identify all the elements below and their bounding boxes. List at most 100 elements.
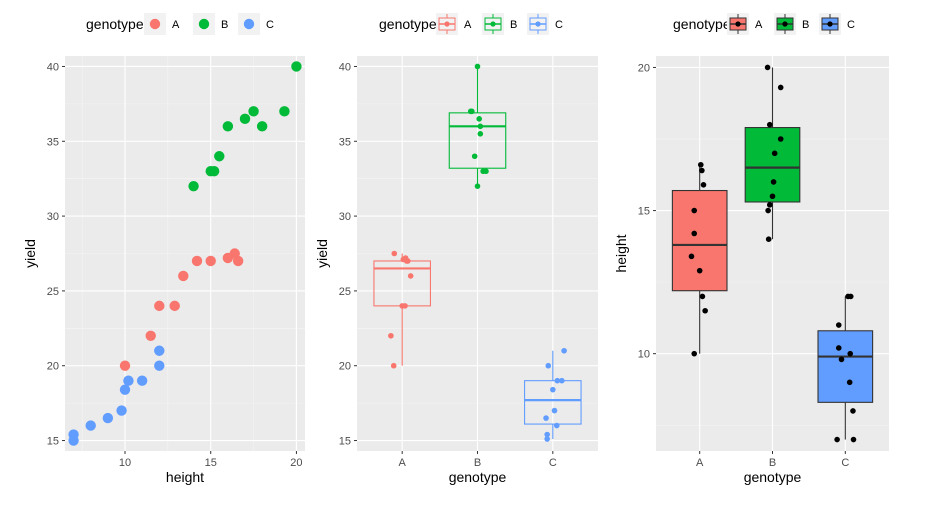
- legend-label-A: A: [755, 19, 763, 31]
- jitter-point-C: [551, 407, 558, 414]
- jitter-point-B: [474, 183, 481, 189]
- y-tick-label: 15: [339, 436, 351, 448]
- jitter-point-B: [766, 202, 773, 208]
- data-point-A: [154, 300, 165, 312]
- legend-point: [149, 18, 161, 30]
- jitter-point-A: [696, 267, 703, 274]
- y-tick-label: 35: [47, 136, 59, 148]
- legend-label-B: B: [510, 19, 517, 31]
- data-point-A: [119, 360, 131, 371]
- jitter-point-A: [688, 253, 695, 260]
- jitter-point-B: [476, 116, 482, 122]
- legend-title: genotype: [86, 16, 144, 32]
- box-A: [671, 164, 728, 354]
- data-point-A: [169, 300, 180, 312]
- jitter-point-B: [467, 108, 474, 115]
- jitter-point-B: [477, 123, 484, 130]
- y-tick-label: 35: [339, 136, 351, 148]
- jitter-point-C: [554, 377, 561, 384]
- y-axis-title: yield: [314, 239, 330, 268]
- x-tick-label: C: [549, 457, 557, 469]
- legend: genotype A B C: [379, 13, 563, 35]
- jitter-point-A: [390, 362, 397, 369]
- x-tick-label: 15: [205, 457, 217, 469]
- data-point-B: [222, 121, 234, 132]
- box-iqr: [524, 380, 582, 425]
- data-point-A: [191, 255, 203, 267]
- jitter-point-C: [553, 422, 560, 429]
- jitter-point-C: [544, 431, 550, 438]
- jitter-point-A: [700, 182, 707, 188]
- legend-title: genotype: [379, 16, 437, 32]
- jitter-point-C: [850, 408, 856, 414]
- data-point-B: [208, 166, 220, 177]
- legend-point: [490, 21, 496, 27]
- y-tick-label: 40: [339, 61, 351, 73]
- data-point-B: [188, 180, 199, 192]
- legend-point: [827, 21, 833, 27]
- data-point-A: [205, 255, 216, 267]
- data-point-C: [68, 429, 79, 440]
- data-point-A: [178, 270, 189, 282]
- x-tick-label: 20: [290, 457, 302, 469]
- y-tick-label: 25: [339, 286, 351, 298]
- jitter-point-B: [777, 136, 784, 142]
- y-tick-label: 30: [47, 211, 59, 223]
- jitter-point-C: [545, 362, 552, 369]
- jitter-point-B: [771, 150, 778, 157]
- jitter-point-A: [699, 167, 705, 174]
- box-B: [448, 66, 507, 187]
- legend-point: [198, 18, 210, 30]
- box-iqr: [671, 189, 728, 292]
- x-tick-label: A: [696, 457, 704, 469]
- data-point-A: [145, 330, 156, 341]
- x-axis-title: genotype: [744, 469, 802, 485]
- legend-key-A: [144, 13, 166, 35]
- jitter-point-A: [691, 207, 698, 214]
- jitter-point-C: [559, 377, 565, 384]
- jitter-point-C: [835, 322, 842, 328]
- legend-point: [444, 21, 450, 27]
- legend-key-C: [238, 13, 260, 35]
- jitter-point-B: [766, 121, 773, 128]
- x-tick-label: 10: [119, 457, 131, 469]
- data-point-B: [239, 113, 251, 125]
- jitter-point-A: [403, 258, 410, 264]
- data-point-C: [154, 360, 165, 371]
- jitter-point-C: [850, 436, 857, 443]
- data-point-C: [102, 412, 114, 424]
- jitter-point-B: [770, 179, 777, 185]
- x-axis-title: height: [166, 469, 204, 485]
- x-tick-label: B: [769, 457, 776, 469]
- jitter-point-A: [388, 332, 394, 339]
- y-tick-label: 20: [47, 361, 59, 373]
- jitter-point-C: [561, 347, 567, 354]
- legend-label-A: A: [172, 19, 180, 31]
- y-tick-label: 25: [47, 286, 59, 298]
- jitter-point-A: [407, 273, 414, 279]
- jitter-point-C: [838, 356, 845, 363]
- box-B: [744, 67, 801, 240]
- box-C: [817, 296, 874, 440]
- y-tick-label: 10: [638, 349, 650, 361]
- data-point-B: [214, 151, 225, 162]
- jitter-point-B: [777, 84, 784, 91]
- legend-point: [535, 21, 541, 27]
- jitter-point-B: [765, 236, 772, 242]
- jitter-point-A: [699, 293, 706, 300]
- data-point-C: [154, 345, 165, 356]
- data-point-C: [136, 375, 148, 386]
- x-tick-label: B: [474, 457, 481, 469]
- legend-label-B: B: [221, 19, 228, 31]
- legend-key-C: [819, 13, 841, 35]
- box-iqr: [817, 330, 874, 403]
- data-point-C: [116, 405, 127, 416]
- jitter-point-B: [477, 131, 484, 137]
- jitter-point-A: [702, 307, 708, 314]
- box-iqr: [448, 112, 507, 169]
- data-point-C: [85, 420, 96, 431]
- x-tick-label: C: [841, 457, 849, 469]
